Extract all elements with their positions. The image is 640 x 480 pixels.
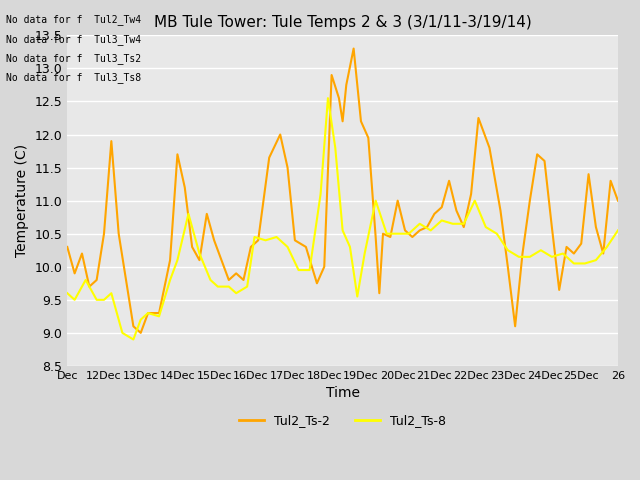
Tul2_Ts-2: [196, 257, 204, 263]
Tul2_Ts-8: [405, 231, 413, 237]
Tul2_Ts-8: [427, 228, 435, 233]
Title: MB Tule Tower: Tule Temps 2 & 3 (3/1/11-3/19/14): MB Tule Tower: Tule Temps 2 & 3 (3/1/11-…: [154, 15, 531, 30]
Tul2_Ts-2: [614, 198, 622, 204]
Tul2_Ts-2: [254, 238, 262, 243]
Tul2_Ts-8: [63, 290, 71, 296]
Tul2_Ts-8: [372, 198, 380, 204]
Tul2_Ts-2: [350, 46, 358, 51]
Tul2_Ts-2: [137, 330, 145, 336]
Tul2_Ts-8: [493, 231, 500, 237]
Tul2_Ts-8: [614, 228, 622, 233]
Legend: Tul2_Ts-2, Tul2_Ts-8: Tul2_Ts-2, Tul2_Ts-8: [234, 409, 451, 432]
Text: No data for f  Tul3_Tw4: No data for f Tul3_Tw4: [6, 34, 141, 45]
Tul2_Ts-2: [63, 244, 71, 250]
Tul2_Ts-2: [387, 234, 394, 240]
X-axis label: Time: Time: [326, 386, 360, 400]
Tul2_Ts-2: [577, 241, 585, 247]
Tul2_Ts-8: [129, 336, 137, 342]
Text: No data for f  Tul3_Ts8: No data for f Tul3_Ts8: [6, 72, 141, 83]
Y-axis label: Temperature (C): Temperature (C): [15, 144, 29, 257]
Tul2_Ts-2: [188, 244, 196, 250]
Tul2_Ts-8: [262, 238, 269, 243]
Tul2_Ts-8: [71, 297, 79, 303]
Tul2_Ts-8: [324, 95, 332, 101]
Tul2_Ts-2: [379, 231, 387, 237]
Line: Tul2_Ts-8: Tul2_Ts-8: [67, 98, 618, 339]
Line: Tul2_Ts-2: Tul2_Ts-2: [67, 48, 618, 333]
Text: No data for f  Tul2_Tw4: No data for f Tul2_Tw4: [6, 14, 141, 25]
Text: No data for f  Tul3_Ts2: No data for f Tul3_Ts2: [6, 53, 141, 64]
